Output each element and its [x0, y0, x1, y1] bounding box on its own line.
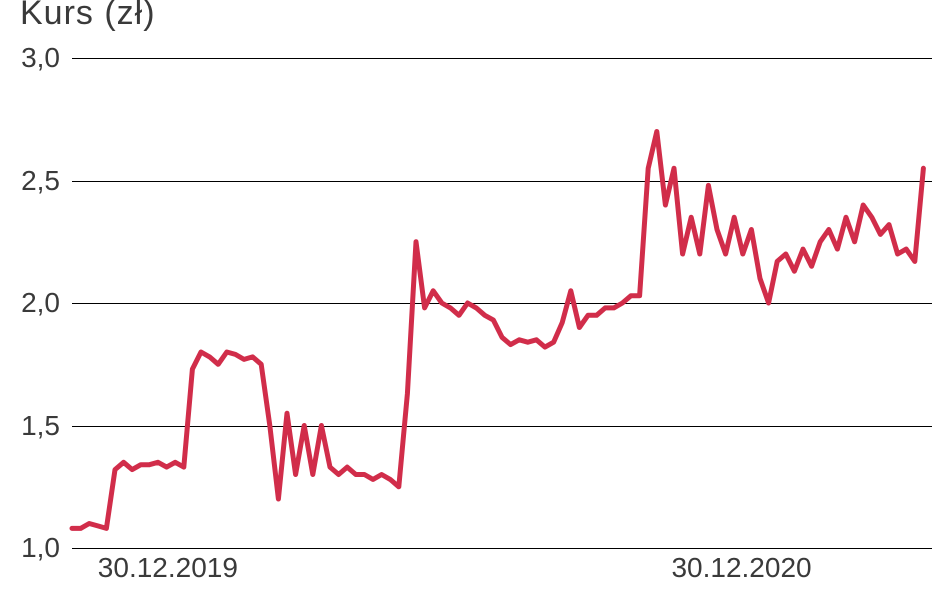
y-tick-label: 2,5 [21, 165, 60, 197]
y-tick-label: 3,0 [21, 42, 60, 74]
gridline [72, 548, 932, 549]
y-tick-label: 1,0 [21, 532, 60, 564]
chart-title: Kurs (zł) [20, 0, 156, 33]
x-axis-ticks: 30.12.201930.12.2020 [72, 58, 932, 548]
x-tick-label: 30.12.2020 [671, 552, 811, 584]
x-tick-label: 30.12.2019 [98, 552, 238, 584]
chart-container: { "chart": { "type": "line", "title": "K… [0, 0, 948, 593]
y-tick-label: 1,5 [21, 410, 60, 442]
plot-area: 1,01,52,02,53,0 30.12.201930.12.2020 [72, 58, 932, 548]
y-tick-label: 2,0 [21, 287, 60, 319]
